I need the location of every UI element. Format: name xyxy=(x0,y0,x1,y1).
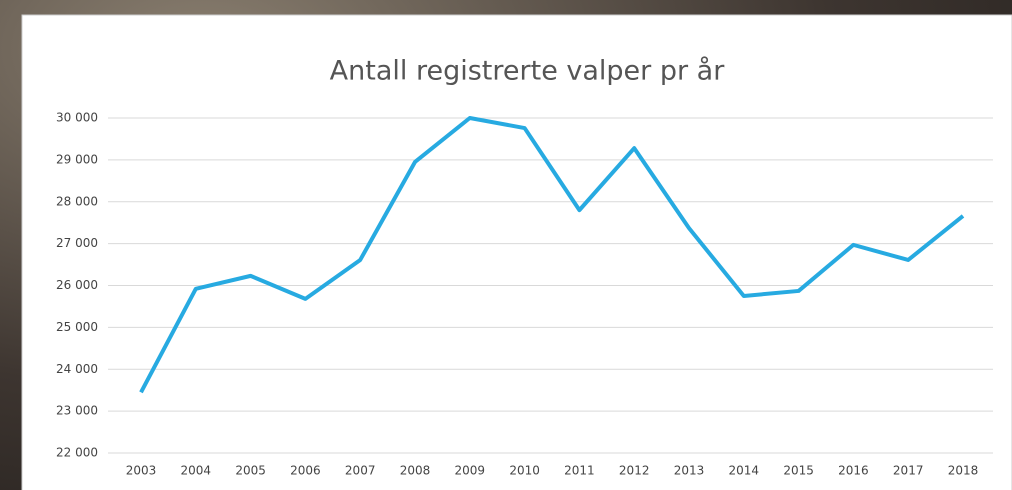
chart: Antall registrerte valper pr år 22 000 23… xyxy=(0,0,1012,490)
page: Antall registrerte valper pr år 22 000 23… xyxy=(0,0,1012,490)
x-tick-label: 2004 xyxy=(181,464,212,478)
y-tick-label: 25 000 xyxy=(56,320,98,334)
x-tick-label: 2006 xyxy=(290,464,321,478)
x-tick-label: 2010 xyxy=(509,464,540,478)
y-tick-label: 28 000 xyxy=(56,194,98,208)
y-tick-label: 22 000 xyxy=(56,446,98,460)
y-tick-label: 23 000 xyxy=(56,404,98,418)
x-tick-label: 2003 xyxy=(126,464,157,478)
x-tick-label: 2009 xyxy=(455,464,486,478)
x-tick-label: 2005 xyxy=(235,464,266,478)
y-tick-label: 27 000 xyxy=(56,236,98,250)
x-tick-label: 2017 xyxy=(893,464,924,478)
y-tick-label: 24 000 xyxy=(56,362,98,376)
x-tick-label: 2018 xyxy=(948,464,979,478)
x-tick-label: 2014 xyxy=(729,464,760,478)
x-tick-label: 2016 xyxy=(838,464,869,478)
x-tick-label: 2008 xyxy=(400,464,431,478)
y-tick-label: 29 000 xyxy=(56,152,98,166)
x-tick-label: 2013 xyxy=(674,464,705,478)
y-tick-label: 30 000 xyxy=(56,111,98,125)
x-tick-label: 2015 xyxy=(783,464,814,478)
y-tick-label: 26 000 xyxy=(56,278,98,292)
chart-title: Antall registrerte valper pr år xyxy=(330,56,726,87)
x-tick-label: 2012 xyxy=(619,464,650,478)
x-tick-label: 2011 xyxy=(564,464,595,478)
x-tick-label: 2007 xyxy=(345,464,376,478)
